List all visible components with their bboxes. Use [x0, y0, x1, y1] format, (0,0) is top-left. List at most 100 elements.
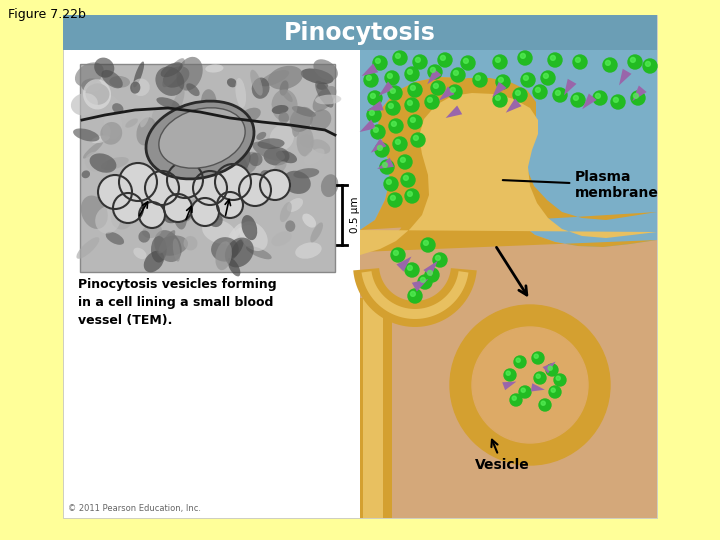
- Circle shape: [521, 53, 526, 58]
- Circle shape: [260, 170, 290, 200]
- Circle shape: [472, 327, 588, 443]
- Circle shape: [415, 57, 420, 62]
- Text: Pinocytosis vesicles forming
in a cell lining a small blood
vessel (TEM).: Pinocytosis vesicles forming in a cell l…: [78, 278, 276, 327]
- Ellipse shape: [156, 235, 188, 256]
- Circle shape: [391, 248, 405, 262]
- Ellipse shape: [184, 199, 197, 221]
- Ellipse shape: [152, 105, 176, 131]
- Circle shape: [428, 97, 432, 103]
- Circle shape: [428, 65, 442, 79]
- Circle shape: [498, 77, 503, 82]
- Ellipse shape: [287, 198, 303, 212]
- Ellipse shape: [111, 207, 133, 230]
- Circle shape: [436, 255, 441, 260]
- Polygon shape: [359, 119, 377, 132]
- Ellipse shape: [276, 151, 297, 163]
- Circle shape: [420, 278, 426, 282]
- Ellipse shape: [106, 232, 124, 245]
- Circle shape: [217, 192, 243, 218]
- Text: Pinocytosis: Pinocytosis: [284, 21, 436, 45]
- Polygon shape: [619, 69, 631, 85]
- Ellipse shape: [219, 172, 253, 197]
- Circle shape: [544, 73, 549, 78]
- Polygon shape: [361, 64, 378, 76]
- Circle shape: [554, 374, 566, 386]
- Circle shape: [476, 331, 584, 439]
- Ellipse shape: [224, 146, 251, 177]
- Circle shape: [193, 171, 227, 205]
- Circle shape: [451, 87, 455, 92]
- Circle shape: [388, 193, 402, 207]
- Circle shape: [380, 160, 394, 174]
- Circle shape: [514, 356, 526, 368]
- Polygon shape: [543, 362, 556, 374]
- Circle shape: [521, 388, 526, 392]
- Circle shape: [119, 163, 157, 201]
- Ellipse shape: [162, 141, 179, 159]
- Ellipse shape: [125, 195, 147, 211]
- Circle shape: [510, 394, 522, 406]
- Circle shape: [634, 93, 639, 98]
- Ellipse shape: [225, 238, 253, 267]
- Ellipse shape: [132, 78, 150, 96]
- Ellipse shape: [171, 129, 189, 149]
- Ellipse shape: [156, 97, 180, 109]
- FancyBboxPatch shape: [63, 15, 657, 50]
- Circle shape: [573, 96, 578, 100]
- Circle shape: [405, 189, 419, 203]
- Circle shape: [382, 163, 387, 167]
- Ellipse shape: [313, 59, 338, 80]
- Circle shape: [473, 73, 487, 87]
- Polygon shape: [366, 101, 384, 111]
- Circle shape: [631, 91, 645, 105]
- Circle shape: [423, 240, 428, 245]
- Ellipse shape: [280, 202, 292, 222]
- Ellipse shape: [102, 186, 125, 215]
- Circle shape: [555, 90, 560, 96]
- FancyBboxPatch shape: [80, 64, 335, 272]
- Ellipse shape: [100, 122, 122, 145]
- Ellipse shape: [169, 89, 184, 122]
- Polygon shape: [379, 82, 395, 96]
- Ellipse shape: [210, 120, 230, 139]
- Circle shape: [374, 127, 378, 132]
- Ellipse shape: [133, 248, 147, 259]
- Circle shape: [546, 364, 558, 376]
- Ellipse shape: [143, 224, 162, 238]
- Ellipse shape: [269, 125, 294, 151]
- Ellipse shape: [173, 239, 180, 261]
- Circle shape: [536, 87, 540, 92]
- Ellipse shape: [125, 118, 138, 128]
- Circle shape: [405, 67, 419, 81]
- Circle shape: [377, 145, 382, 150]
- Circle shape: [428, 271, 432, 275]
- Circle shape: [410, 117, 415, 123]
- Ellipse shape: [124, 185, 145, 206]
- Ellipse shape: [194, 195, 217, 210]
- Ellipse shape: [154, 230, 181, 262]
- Ellipse shape: [209, 179, 217, 186]
- Circle shape: [139, 202, 165, 228]
- Ellipse shape: [83, 79, 111, 110]
- Circle shape: [519, 386, 531, 398]
- Ellipse shape: [295, 242, 322, 259]
- Circle shape: [518, 51, 532, 65]
- Ellipse shape: [101, 188, 112, 201]
- Ellipse shape: [204, 148, 237, 163]
- Polygon shape: [446, 105, 462, 118]
- Circle shape: [551, 388, 555, 392]
- Ellipse shape: [133, 62, 144, 87]
- Circle shape: [433, 253, 447, 267]
- Ellipse shape: [315, 94, 341, 104]
- Circle shape: [433, 84, 438, 89]
- Circle shape: [450, 305, 610, 465]
- Ellipse shape: [260, 170, 274, 185]
- Circle shape: [392, 122, 396, 126]
- Ellipse shape: [186, 83, 199, 96]
- Circle shape: [167, 162, 203, 198]
- Ellipse shape: [235, 78, 246, 108]
- Circle shape: [413, 55, 427, 69]
- Ellipse shape: [157, 173, 170, 193]
- Circle shape: [643, 59, 657, 73]
- Circle shape: [405, 263, 419, 277]
